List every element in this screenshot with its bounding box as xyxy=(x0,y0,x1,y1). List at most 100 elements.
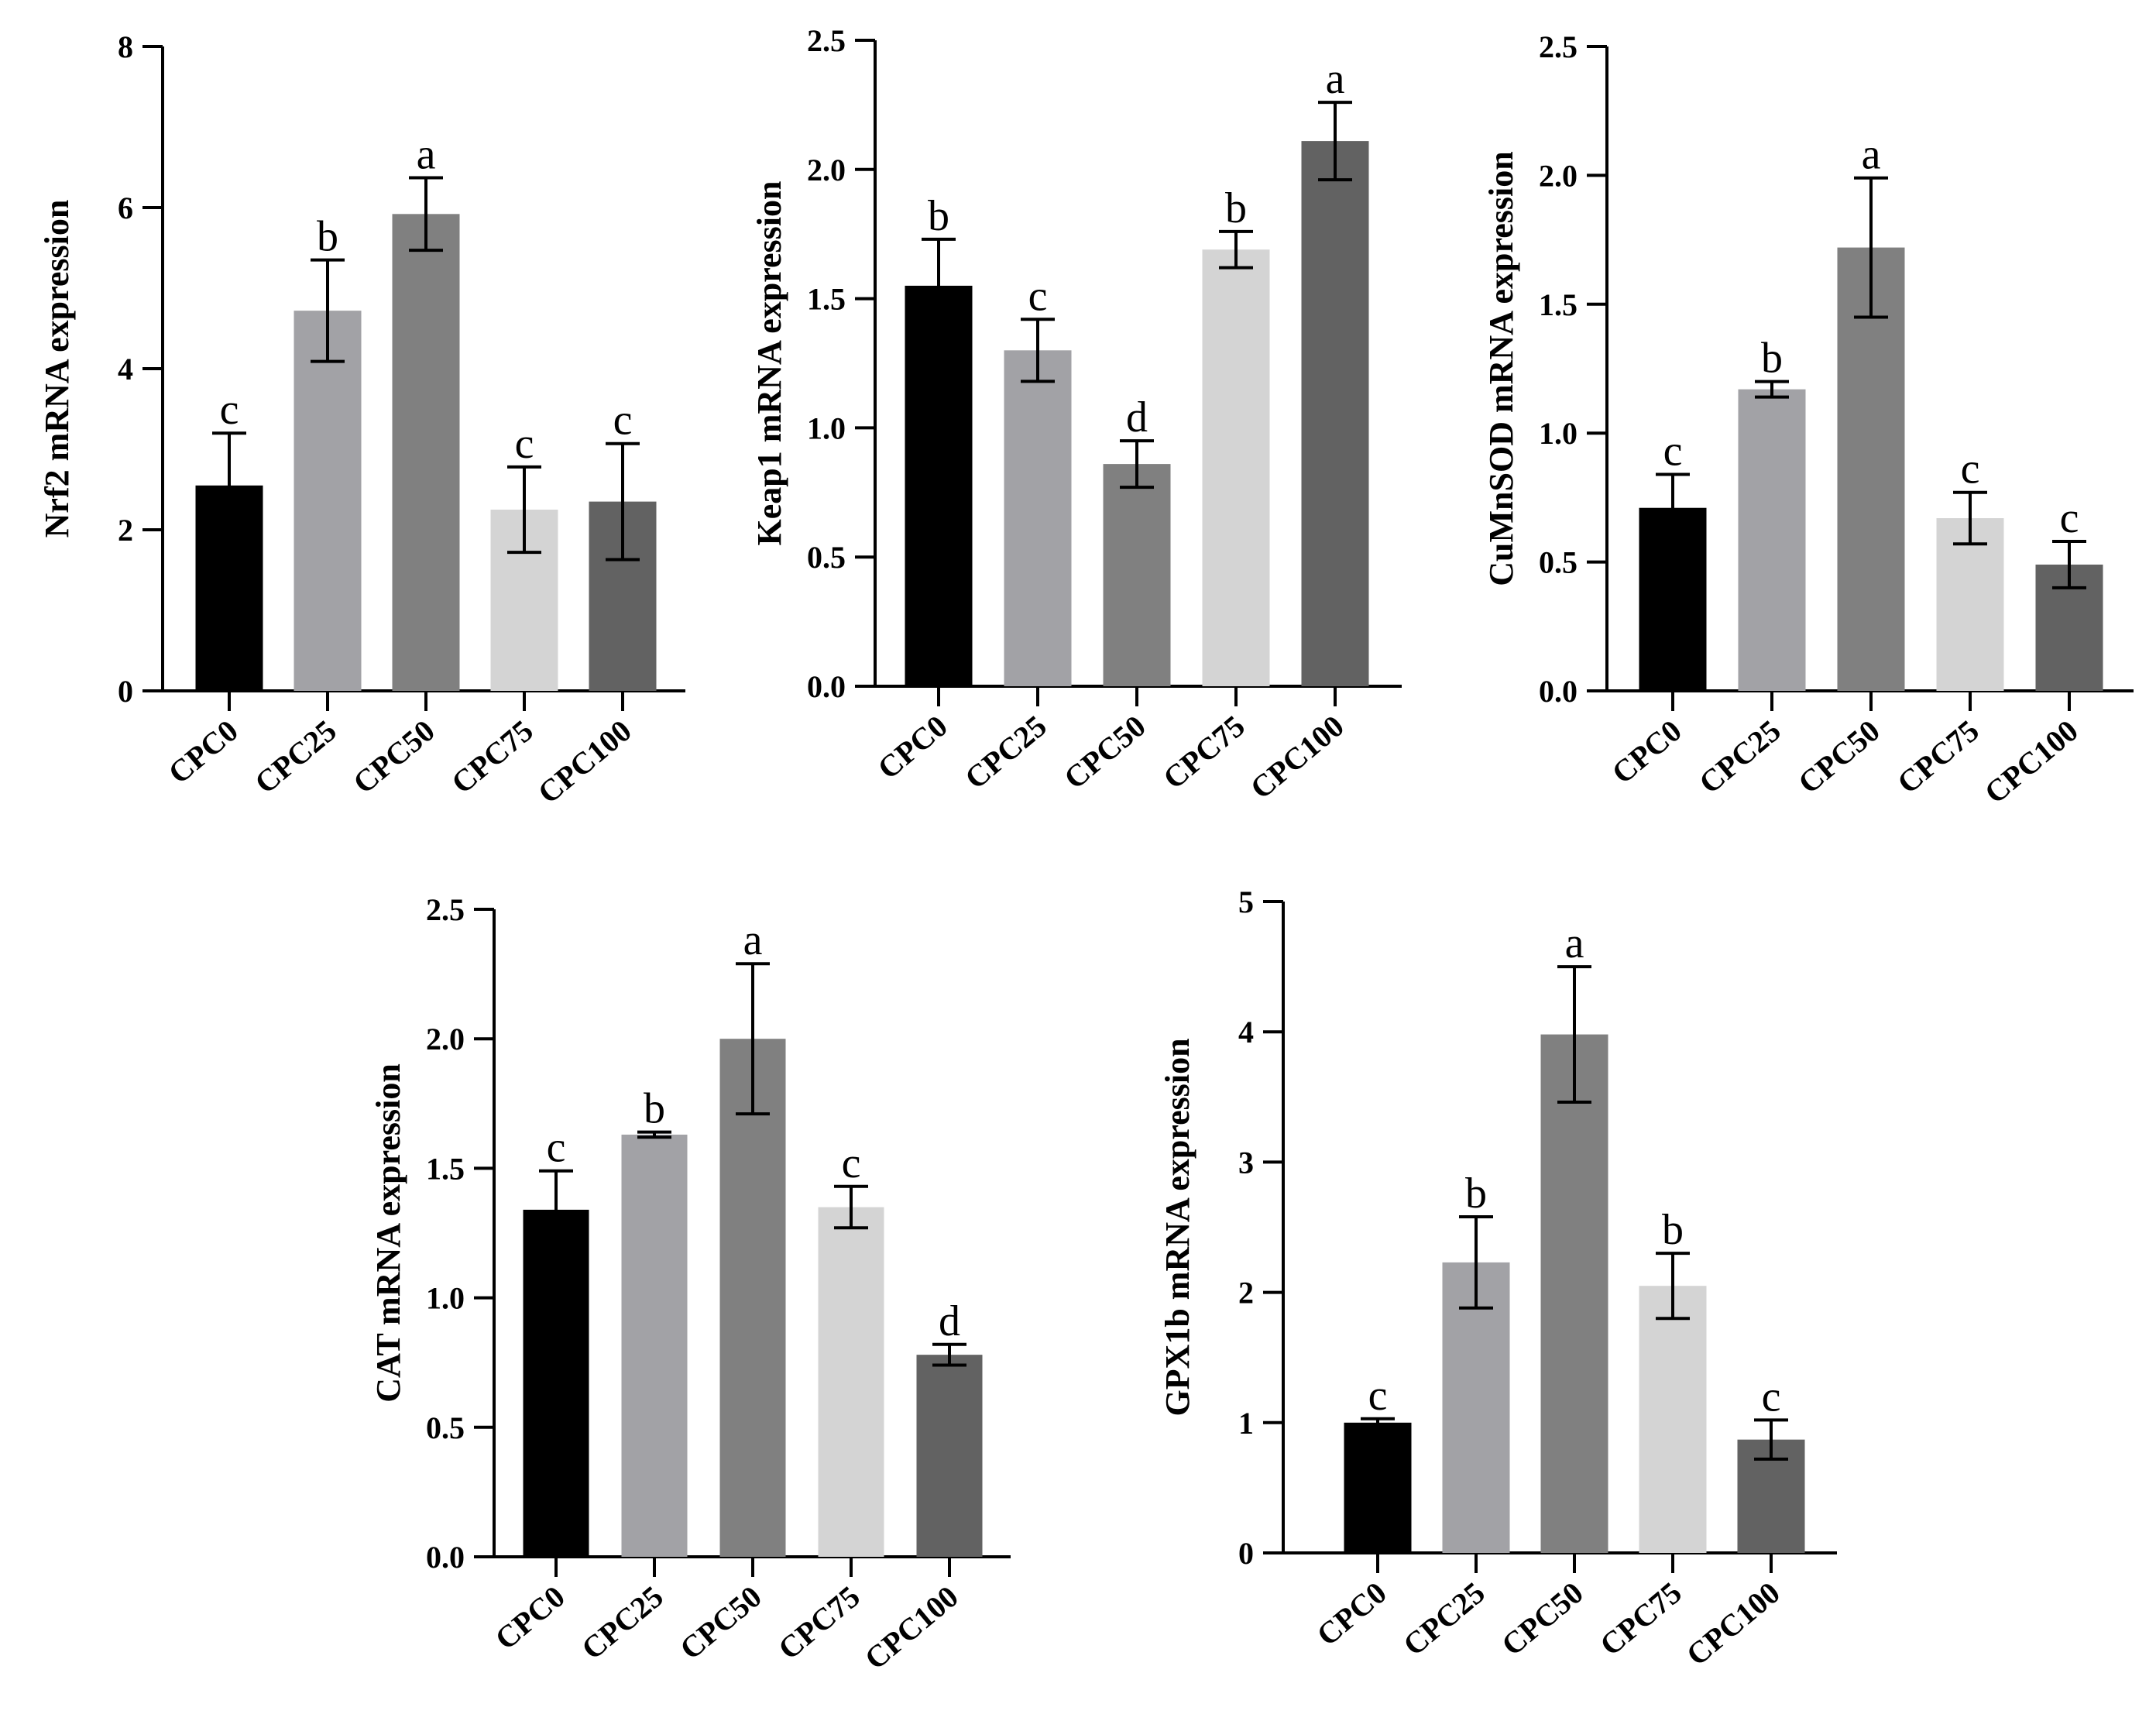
bar-cpc25 xyxy=(1738,389,1806,691)
significance-letter: c xyxy=(547,1124,566,1172)
category-label: CPC50 xyxy=(1791,713,1886,800)
y-axis-label: Nrf2 mRNA expression xyxy=(38,200,76,538)
panel-3: 0.0 0.5 1.0 1.5 2.0 2.5 CuMnSOD mRNA expressio… xyxy=(1482,29,2134,810)
y-axis-label: CAT mRNA expression xyxy=(369,1063,407,1403)
significance-letter: c xyxy=(515,420,534,468)
bar-cpc50 xyxy=(1837,247,1905,692)
category-label: CPC75 xyxy=(1156,708,1251,795)
y-tick-label: 0.0 xyxy=(807,669,846,704)
significance-letter: c xyxy=(613,397,633,445)
significance-letter: a xyxy=(417,131,436,179)
significance-letter: c xyxy=(842,1139,861,1187)
y-tick-label: 6 xyxy=(118,191,133,225)
y-tick-label: 1.5 xyxy=(807,282,846,317)
y-tick-label: 2.5 xyxy=(426,892,465,927)
significance-letter: b xyxy=(644,1085,665,1133)
y-tick-label: 0.0 xyxy=(1539,674,1578,709)
significance-letter: c xyxy=(1961,445,1980,493)
significance-letter: c xyxy=(220,386,239,434)
significance-letter: a xyxy=(743,916,763,964)
category-label: CPC25 xyxy=(1396,1575,1492,1662)
y-tick-label: 2 xyxy=(118,513,133,548)
significance-letter: c xyxy=(2060,494,2079,542)
y-tick-label: 1.5 xyxy=(1539,287,1578,322)
significance-letter: a xyxy=(1326,55,1345,103)
panel-5: 0 1 2 3 4 5 GPX1b mRNA expression c CPC0 b CPC25 a C… xyxy=(1159,885,1837,1672)
category-label: CPC0 xyxy=(871,708,954,785)
y-tick-label: 1.0 xyxy=(426,1281,465,1316)
y-tick-label: 1.5 xyxy=(426,1151,465,1186)
bar-cpc0 xyxy=(523,1209,589,1557)
significance-letter: c xyxy=(1663,427,1683,475)
y-tick-label: 1 xyxy=(1238,1406,1254,1441)
y-tick-label: 0 xyxy=(118,674,133,709)
category-label: CPC75 xyxy=(445,713,540,800)
y-tick-label: 2.0 xyxy=(426,1022,465,1056)
category-label: CPC100 xyxy=(1978,713,2085,810)
bar-cpc25 xyxy=(1442,1262,1510,1553)
y-tick-label: 1.0 xyxy=(807,410,846,445)
y-tick-label: 2 xyxy=(1238,1276,1254,1311)
y-tick-label: 2.5 xyxy=(1539,29,1578,64)
bar-cpc75 xyxy=(818,1207,884,1557)
category-label: CPC25 xyxy=(248,713,343,800)
bar-cpc25 xyxy=(1004,350,1072,686)
significance-letter: b xyxy=(1662,1206,1684,1254)
significance-letter: a xyxy=(1862,131,1881,179)
bar-cpc25 xyxy=(294,311,362,691)
category-label: CPC50 xyxy=(1057,708,1152,795)
y-tick-label: 5 xyxy=(1238,885,1254,919)
category-label: CPC25 xyxy=(958,708,1053,795)
y-tick-label: 0.0 xyxy=(426,1540,465,1575)
category-label: CPC50 xyxy=(1495,1575,1590,1662)
bar-cpc0 xyxy=(905,285,973,686)
significance-letter: b xyxy=(1225,184,1247,232)
y-tick-label: 2.0 xyxy=(807,153,846,187)
category-label: CPC100 xyxy=(858,1578,965,1676)
significance-letter: d xyxy=(1126,393,1148,441)
bar-cpc50 xyxy=(719,1039,786,1557)
y-tick-label: 8 xyxy=(118,29,133,64)
y-tick-label: 4 xyxy=(1238,1015,1254,1049)
category-label: CPC25 xyxy=(575,1578,670,1666)
y-tick-label: 2.5 xyxy=(807,23,846,58)
significance-letter: c xyxy=(1368,1372,1388,1420)
y-tick-label: 0.5 xyxy=(807,540,846,575)
significance-letter: b xyxy=(1465,1170,1487,1218)
panel-1: 0 2 4 6 8 Nrf2 mRNA expression c CPC0 b CPC25 a CPC… xyxy=(38,29,685,810)
category-label: CPC100 xyxy=(1680,1575,1787,1672)
category-label: CPC0 xyxy=(162,713,245,790)
y-tick-label: 4 xyxy=(118,352,133,386)
bar-cpc75 xyxy=(1202,249,1270,686)
bar-cpc100 xyxy=(916,1355,983,1557)
bar-cpc75 xyxy=(1639,1286,1707,1553)
category-label: CPC25 xyxy=(1692,713,1787,800)
y-tick-label: 3 xyxy=(1238,1145,1254,1180)
significance-letter: b xyxy=(317,213,338,261)
bar-cpc100 xyxy=(1301,141,1369,686)
bar-cpc50 xyxy=(1103,464,1171,686)
bar-cpc0 xyxy=(1344,1422,1412,1553)
significance-letter: c xyxy=(1762,1372,1781,1420)
y-tick-label: 2.0 xyxy=(1539,158,1578,193)
category-label: CPC75 xyxy=(1593,1575,1688,1662)
y-tick-label: 0.5 xyxy=(426,1410,465,1445)
category-label: CPC0 xyxy=(489,1578,572,1656)
y-tick-label: 1.0 xyxy=(1539,416,1578,451)
y-axis-label: CuMnSOD mRNA expression xyxy=(1482,151,1520,586)
category-label: CPC100 xyxy=(531,713,638,810)
significance-letter: b xyxy=(928,192,949,240)
panel-4: 0.0 0.5 1.0 1.5 2.0 2.5 CAT mRNA expression c CP… xyxy=(369,892,1011,1676)
category-label: CPC0 xyxy=(1310,1575,1393,1652)
y-axis-label: Keap1 mRNA expression xyxy=(750,181,788,546)
category-label: CPC0 xyxy=(1605,713,1688,790)
significance-letter: b xyxy=(1761,335,1783,383)
category-label: CPC75 xyxy=(1890,713,1986,800)
category-label: CPC50 xyxy=(346,713,441,800)
significance-letter: c xyxy=(1028,272,1048,320)
category-label: CPC50 xyxy=(673,1578,768,1666)
significance-letter: d xyxy=(939,1297,960,1345)
y-tick-label: 0.5 xyxy=(1539,545,1578,580)
panel-2: 0.0 0.5 1.0 1.5 2.0 2.5 Keap1 mRNA expression b… xyxy=(750,23,1402,806)
